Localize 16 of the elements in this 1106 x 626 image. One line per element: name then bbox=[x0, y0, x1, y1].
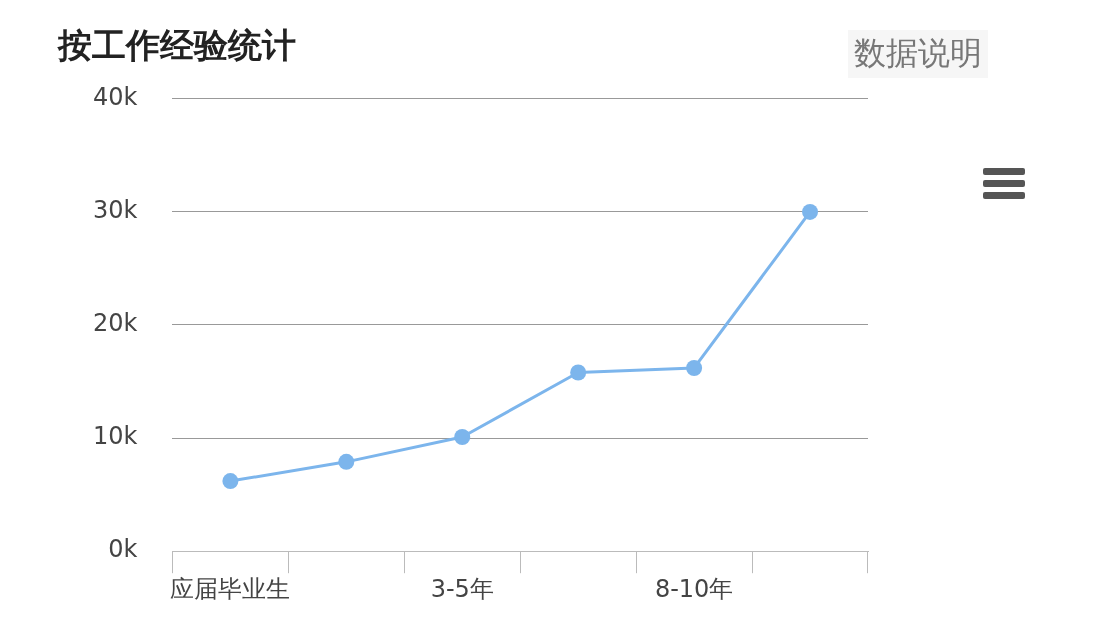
y-tick-label: 20k bbox=[93, 309, 138, 338]
point bbox=[454, 428, 471, 445]
x-tick-label: 8-10年 bbox=[654, 574, 734, 603]
x-tick-label: 应届毕业生 bbox=[170, 574, 291, 603]
chart-title: 按工作经验统计 bbox=[57, 25, 296, 66]
point bbox=[222, 473, 239, 490]
point bbox=[802, 203, 819, 220]
point bbox=[686, 359, 703, 376]
y-tick-label: 40k bbox=[93, 83, 138, 112]
y-tick-label: 0k bbox=[108, 535, 138, 564]
point bbox=[570, 364, 587, 381]
text: 数据说明 bbox=[848, 30, 988, 78]
y-tick-label: 10k bbox=[93, 422, 138, 451]
x-tick-label: 3-5年 bbox=[430, 574, 494, 603]
y-tick-label: 30k bbox=[93, 196, 138, 225]
point bbox=[338, 453, 355, 470]
